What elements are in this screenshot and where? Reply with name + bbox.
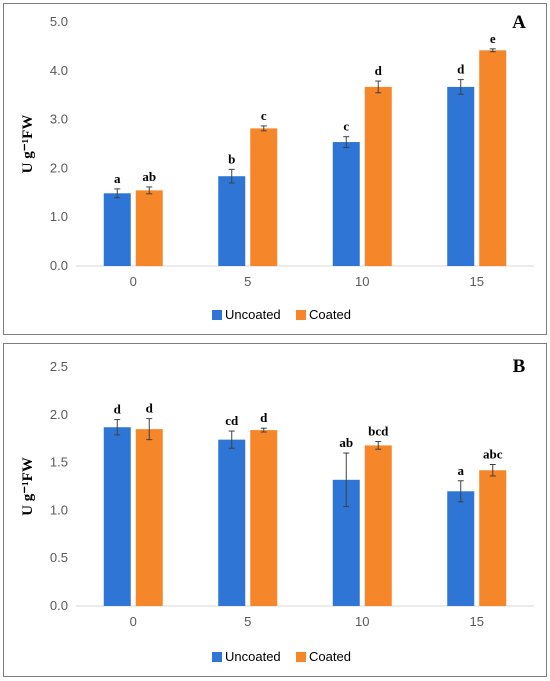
y-tick-label: 1.0 xyxy=(50,502,68,517)
significance-letter: ab xyxy=(142,169,156,184)
bar-coated-0 xyxy=(135,190,163,266)
x-tick-label: 10 xyxy=(355,614,369,629)
significance-letter: d xyxy=(457,62,465,77)
bar-uncoated-5 xyxy=(218,176,246,266)
bar-uncoated-10 xyxy=(332,142,360,266)
y-tick-label: 4.0 xyxy=(50,63,68,78)
y-tick-label: 0.0 xyxy=(50,598,68,613)
bar-coated-5 xyxy=(250,430,278,606)
significance-letter: abc xyxy=(483,447,503,462)
x-tick-label: 0 xyxy=(130,614,137,629)
bar-uncoated-5 xyxy=(218,439,246,606)
bar-coated-10 xyxy=(364,86,392,267)
panel-label: B xyxy=(513,356,526,377)
bar-uncoated-0 xyxy=(103,193,131,266)
significance-letter: c xyxy=(261,108,267,123)
significance-letter: d xyxy=(114,402,122,417)
bar-coated-15 xyxy=(479,470,507,606)
x-tick-label: 0 xyxy=(130,274,137,289)
bar-uncoated-15 xyxy=(447,491,475,606)
bar-coated-15 xyxy=(479,50,507,266)
y-tick-label: 2.5 xyxy=(50,359,68,374)
legend-swatch-coated xyxy=(296,310,306,320)
significance-letter: e xyxy=(490,31,496,46)
chart-panel-a: A U g⁻¹FW 0.0 1.0 2.0 3.0 4.0 5.0 0 a ab 5 b c 10 c d 15 d… xyxy=(3,3,547,335)
y-tick-label: 5.0 xyxy=(50,14,68,29)
legend-label-coated: Coated xyxy=(309,307,351,322)
legend-swatch-coated xyxy=(296,652,306,662)
legend-swatch-uncoated xyxy=(212,310,222,320)
significance-letter: d xyxy=(260,410,268,425)
legend-label-uncoated: Uncoated xyxy=(225,649,281,664)
x-tick-label: 5 xyxy=(244,614,251,629)
y-axis-label: U g⁻¹FW xyxy=(20,457,36,516)
y-tick-label: 0.0 xyxy=(50,258,68,273)
y-tick-label: 2.0 xyxy=(50,407,68,422)
y-tick-label: 0.5 xyxy=(50,550,68,565)
significance-letter: c xyxy=(343,119,349,134)
bar-coated-5 xyxy=(250,128,278,266)
legend-label-coated: Coated xyxy=(309,649,351,664)
y-tick-label: 3.0 xyxy=(50,112,68,127)
significance-letter: d xyxy=(375,63,383,78)
bar-uncoated-15 xyxy=(447,86,475,267)
bar-coated-0 xyxy=(135,429,163,606)
y-tick-label: 2.0 xyxy=(50,160,68,175)
significance-letter: a xyxy=(114,171,121,186)
significance-letter: bcd xyxy=(368,424,389,439)
chart-panel-b: B U g⁻¹FW 0.0 0.5 1.0 1.5 2.0 2.5 0 d d 5 cd d 10 ab bcd… xyxy=(3,343,547,677)
y-axis-label: U g⁻¹FW xyxy=(20,115,36,174)
chart-a-svg: A U g⁻¹FW 0.0 1.0 2.0 3.0 4.0 5.0 0 a ab 5 b c 10 c d 15 d… xyxy=(20,12,534,322)
x-tick-label: 10 xyxy=(355,274,369,289)
significance-letter: b xyxy=(228,151,235,166)
panel-label: A xyxy=(512,12,526,33)
significance-letter: a xyxy=(458,463,465,478)
x-tick-label: 5 xyxy=(244,274,251,289)
bar-coated-10 xyxy=(364,445,392,606)
y-tick-label: 1.0 xyxy=(50,209,68,224)
y-tick-label: 1.5 xyxy=(50,455,68,470)
legend-label-uncoated: Uncoated xyxy=(225,307,281,322)
chart-b-svg: B U g⁻¹FW 0.0 0.5 1.0 1.5 2.0 2.5 0 d d 5 cd d 10 abbcd… xyxy=(20,356,534,664)
significance-letter: cd xyxy=(225,413,239,428)
x-tick-label: 15 xyxy=(470,274,484,289)
bar-uncoated-0 xyxy=(103,427,131,606)
significance-letter: ab xyxy=(339,435,353,450)
significance-letter: d xyxy=(146,401,154,416)
legend-swatch-uncoated xyxy=(212,652,222,662)
x-tick-label: 15 xyxy=(470,614,484,629)
